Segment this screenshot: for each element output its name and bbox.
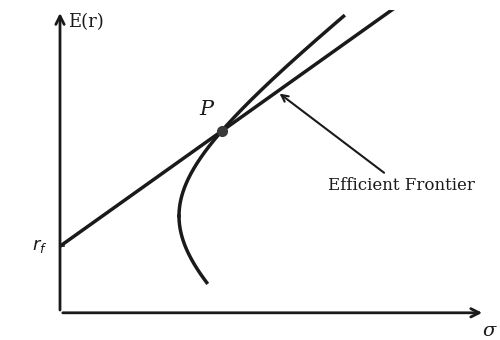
Text: E(r): E(r) [68,13,104,31]
Text: $r_f$: $r_f$ [32,237,47,255]
Text: σ: σ [482,322,496,340]
Text: Efficient Frontier: Efficient Frontier [282,95,474,194]
Text: P: P [199,100,213,119]
